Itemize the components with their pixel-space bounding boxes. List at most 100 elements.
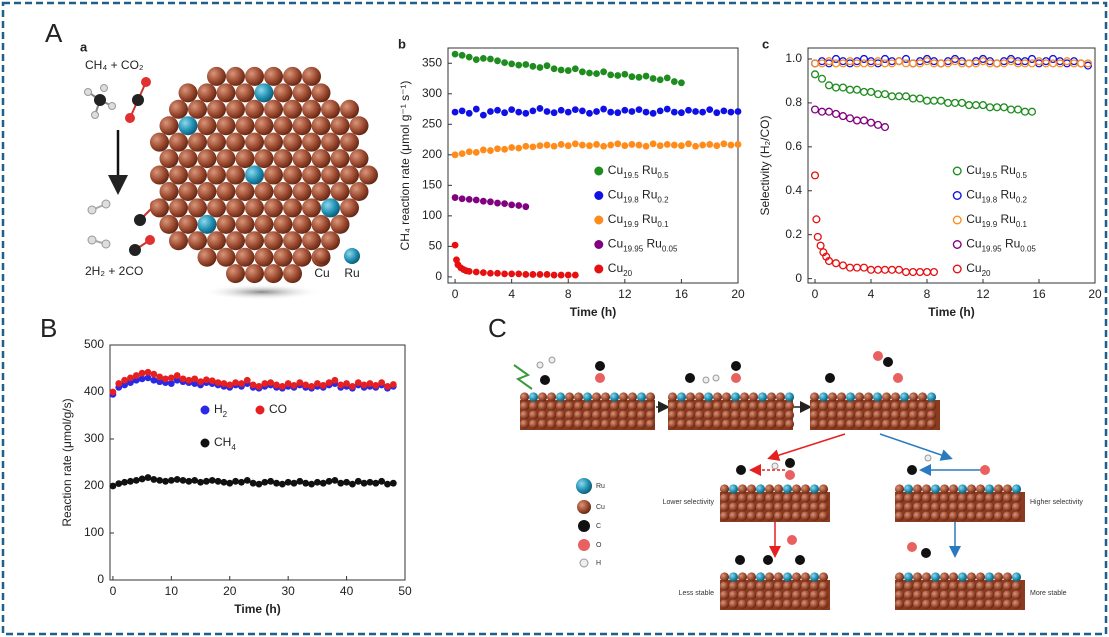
atom — [245, 100, 264, 119]
legend-label: Cu — [596, 504, 605, 511]
data-point — [326, 379, 333, 386]
atom — [985, 493, 994, 502]
atom — [792, 502, 801, 511]
atom — [765, 502, 774, 511]
data-point — [586, 110, 593, 117]
data-point — [501, 109, 508, 116]
data-point — [367, 479, 374, 486]
data-point — [232, 379, 239, 386]
atom — [758, 392, 767, 401]
atom — [529, 401, 538, 410]
atom — [207, 198, 226, 217]
atom — [628, 401, 637, 410]
atom — [565, 410, 574, 419]
atom — [601, 401, 610, 410]
data-point — [466, 196, 473, 203]
atom — [169, 133, 188, 152]
atom — [895, 581, 904, 590]
atom — [283, 67, 302, 86]
atom — [520, 410, 529, 419]
data-point — [945, 100, 952, 107]
atom — [783, 511, 792, 520]
atom — [713, 410, 722, 419]
atom — [264, 100, 283, 119]
atom — [904, 502, 913, 511]
x-tick-label: 20 — [731, 287, 745, 301]
atom — [283, 231, 302, 250]
data-point — [1029, 108, 1036, 115]
atom — [729, 572, 738, 581]
atom — [976, 599, 985, 608]
atom — [720, 581, 729, 590]
data-point — [875, 121, 882, 128]
atom — [350, 116, 369, 135]
data-point — [279, 481, 286, 488]
atom — [264, 198, 283, 217]
adsorbate — [921, 548, 931, 558]
data-point — [145, 369, 152, 376]
atom — [293, 215, 312, 234]
adsorbate — [787, 535, 797, 545]
data-point — [452, 51, 459, 58]
data-point — [508, 60, 515, 67]
atom — [774, 484, 783, 493]
data-point — [452, 242, 459, 249]
atom — [264, 264, 283, 283]
atom — [236, 248, 255, 267]
data-point — [349, 383, 356, 390]
atom — [274, 116, 293, 135]
legend-label: C — [596, 523, 601, 530]
atom — [668, 410, 677, 419]
atom — [767, 392, 776, 401]
data-point — [487, 108, 494, 115]
atom — [677, 392, 686, 401]
atom — [169, 100, 188, 119]
data-point — [586, 142, 593, 149]
y-tick-label: 100 — [422, 208, 442, 222]
y-tick-label: 0.8 — [785, 95, 802, 109]
legend-ball — [314, 248, 330, 264]
atom — [895, 572, 904, 581]
atom — [245, 166, 264, 185]
atom — [922, 581, 931, 590]
atom — [695, 419, 704, 428]
data-point — [501, 146, 508, 153]
atom — [783, 502, 792, 511]
legend-marker — [595, 216, 603, 224]
atom — [340, 100, 359, 119]
atom — [207, 166, 226, 185]
atom — [994, 493, 1003, 502]
data-point — [826, 108, 833, 115]
data-point — [501, 59, 508, 66]
atom — [904, 493, 913, 502]
x-tick-label: 10 — [165, 584, 179, 598]
data-point — [650, 75, 657, 82]
legend-marker — [953, 241, 961, 249]
data-point — [209, 377, 216, 384]
atom — [312, 149, 331, 168]
atom — [931, 590, 940, 599]
data-point — [494, 270, 501, 277]
data-point — [203, 478, 210, 485]
x-tick-label: 16 — [675, 287, 689, 301]
data-point — [558, 272, 565, 279]
data-point — [579, 107, 586, 114]
atom — [720, 502, 729, 511]
atom — [547, 410, 556, 419]
shadow — [202, 284, 322, 300]
atom — [274, 149, 293, 168]
atom — [245, 133, 264, 152]
atom — [891, 392, 900, 401]
data-point — [544, 62, 551, 69]
atom — [967, 493, 976, 502]
data-point — [261, 380, 268, 387]
data-point — [285, 380, 292, 387]
data-point — [579, 68, 586, 75]
legend-marker — [595, 241, 603, 249]
adsorbate — [907, 542, 917, 552]
atom — [160, 149, 179, 168]
atom — [985, 572, 994, 581]
scheme-label: Lower selectivity — [663, 499, 715, 506]
atom — [801, 599, 810, 608]
data-point — [572, 106, 579, 113]
